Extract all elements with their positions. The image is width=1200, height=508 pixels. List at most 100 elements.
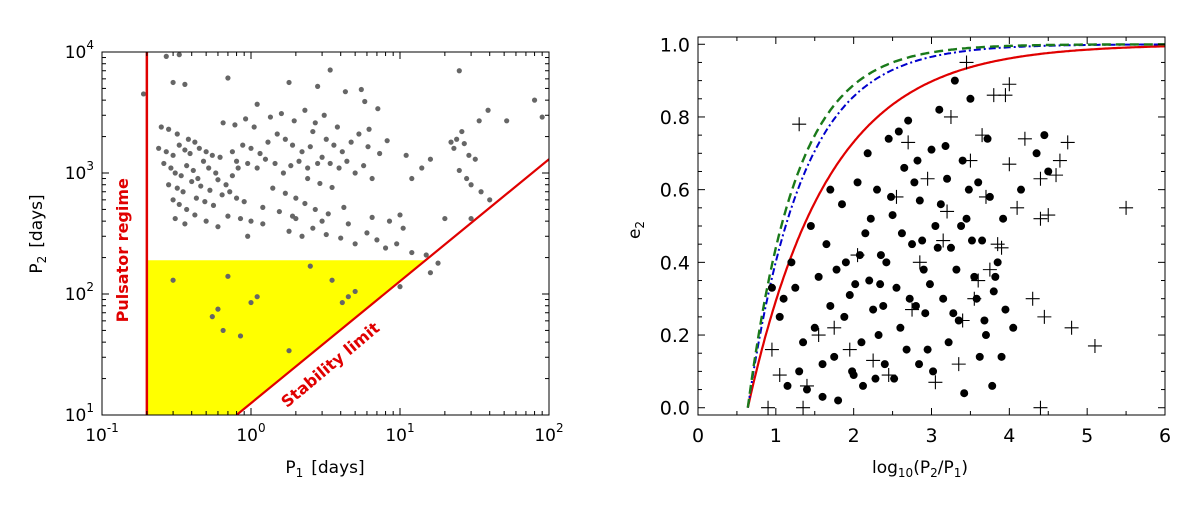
data-point-plus: [1087, 338, 1102, 353]
data-point-circle: [931, 222, 940, 230]
data-point: [323, 136, 329, 142]
data-point-circle: [879, 301, 888, 310]
y-tick-label: 0.4: [660, 252, 690, 274]
data-point-circle: [1009, 323, 1018, 332]
data-point-plus: [1033, 400, 1048, 415]
data-point-circle: [863, 149, 872, 158]
data-point: [291, 118, 297, 124]
y-tick-label: 0.6: [660, 180, 690, 202]
data-point: [305, 175, 311, 182]
data-point: [468, 182, 474, 188]
data-point: [342, 89, 348, 95]
data-point: [348, 139, 354, 145]
data-point-circle: [949, 309, 958, 318]
data-point: [362, 98, 368, 105]
data-point: [233, 158, 240, 164]
data-point-circle: [970, 272, 979, 281]
data-point-plus: [1064, 320, 1079, 335]
data-point: [403, 152, 409, 158]
y-tick-label: 0.2: [660, 325, 690, 347]
data-point-plus: [1037, 309, 1052, 324]
data-point-plus: [986, 88, 1001, 103]
data-point: [260, 221, 266, 227]
data-point: [206, 165, 212, 171]
data-point: [217, 154, 223, 160]
data-point: [321, 112, 327, 118]
data-point-circle: [1044, 167, 1053, 176]
data-point: [394, 241, 400, 247]
data-point: [369, 175, 375, 182]
data-point: [305, 165, 311, 171]
data-point-circle: [966, 94, 975, 103]
data-point: [203, 218, 209, 224]
data-point-circle: [989, 287, 998, 296]
data-point: [288, 163, 294, 169]
stability-limit-line: [235, 158, 549, 415]
data-point: [198, 183, 204, 189]
x-tick-label: 3: [925, 425, 937, 447]
data-point-circle: [779, 294, 788, 303]
x-tick-label: 100: [236, 421, 265, 446]
data-point-circle: [884, 134, 893, 143]
data-point-circle: [904, 116, 913, 125]
data-point: [539, 114, 545, 120]
data-point-circle: [795, 367, 804, 376]
data-point-circle: [913, 156, 922, 165]
data-point-circle: [826, 185, 835, 194]
data-point-circle: [775, 312, 784, 321]
data-point: [140, 91, 147, 97]
data-point: [286, 348, 292, 354]
data-point: [233, 195, 240, 201]
data-point-plus: [959, 55, 974, 70]
data-point: [176, 52, 182, 58]
data-point: [215, 224, 221, 230]
data-point-plus: [850, 248, 865, 263]
left-plot-frame: [101, 51, 550, 416]
data-point: [241, 199, 247, 205]
y-tick-label: 103: [65, 159, 94, 184]
data-point: [299, 233, 305, 239]
data-point-circle: [900, 163, 909, 172]
data-point: [356, 131, 362, 137]
data-point: [172, 170, 178, 176]
data-point: [299, 149, 305, 155]
data-point: [270, 185, 276, 191]
data-point: [487, 197, 493, 203]
data-point-plus: [889, 189, 904, 204]
data-point: [170, 79, 176, 86]
data-point: [317, 180, 323, 187]
data-point-circle: [848, 367, 857, 376]
data-point-circle: [935, 105, 944, 114]
data-point-plus: [761, 400, 776, 415]
data-point: [364, 230, 370, 236]
data-point: [409, 249, 415, 256]
data-point: [375, 106, 381, 112]
data-point-circle: [993, 258, 1002, 267]
data-point-circle: [888, 211, 897, 220]
data-point-plus: [866, 353, 881, 368]
data-point: [329, 184, 335, 191]
data-point: [161, 160, 167, 167]
data-point: [344, 158, 350, 164]
data-point: [282, 190, 288, 196]
data-point: [166, 182, 172, 188]
data-point: [377, 150, 383, 157]
data-point-circle: [826, 301, 835, 310]
data-point: [200, 158, 207, 164]
data-point: [260, 204, 266, 210]
data-point: [245, 233, 251, 239]
data-point: [427, 270, 434, 276]
data-point: [174, 131, 180, 137]
data-point: [336, 165, 342, 171]
data-point: [310, 225, 316, 231]
data-point: [189, 178, 195, 185]
data-point-circle: [791, 283, 800, 292]
data-point-circle: [857, 338, 866, 347]
data-point-plus: [796, 400, 811, 415]
data-point-circle: [822, 240, 831, 249]
data-point: [468, 215, 474, 222]
data-point-plus: [1033, 211, 1048, 226]
data-point-plus: [967, 291, 982, 306]
data-point: [278, 110, 285, 117]
